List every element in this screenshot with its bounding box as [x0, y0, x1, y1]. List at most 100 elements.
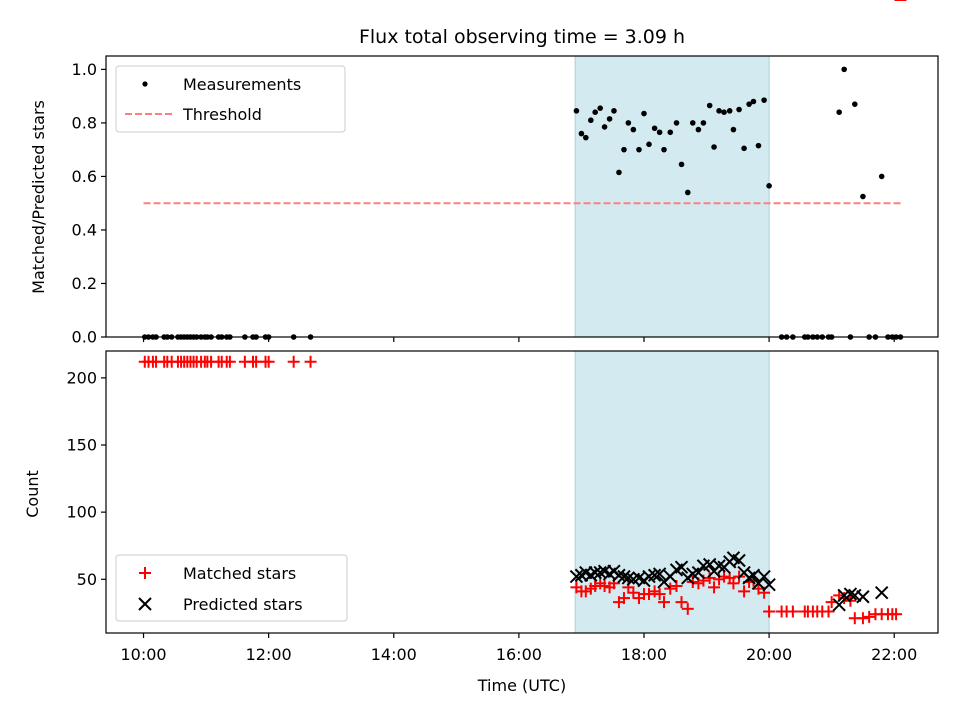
measurement-point	[606, 116, 613, 122]
matched-star-point	[262, 355, 275, 368]
measurement-point	[761, 97, 767, 103]
predicted-star-point	[856, 590, 870, 604]
y-tick-label: 150	[66, 436, 97, 455]
predicted-star-point	[652, 567, 667, 581]
measurement-point	[630, 126, 637, 133]
matched-star-point	[223, 355, 236, 368]
predicted-star-point	[569, 569, 584, 584]
y-tick-label: 0.6	[72, 167, 97, 186]
x-axis-label: Time (UTC)	[477, 676, 566, 695]
matched-star-point	[642, 588, 655, 601]
measurement-point	[755, 142, 762, 149]
predicted-star-point	[712, 559, 726, 573]
measurement-point	[601, 124, 608, 130]
matched-star-point	[822, 605, 835, 618]
legend-predicted-label: Predicted stars	[183, 595, 303, 614]
matched-star-point	[664, 582, 677, 595]
x-tick-label: 16:00	[496, 645, 542, 664]
matched-star-point	[675, 596, 688, 609]
matched-star-point	[287, 355, 300, 368]
bottom-y-ticks: 50 100 150 200	[66, 368, 106, 589]
matched-star-point	[786, 605, 799, 618]
predicted-star-point	[674, 560, 689, 574]
x-tick-label: 12:00	[246, 645, 292, 664]
bottom-axes-frame	[105, 350, 939, 634]
matched-star-point	[653, 588, 666, 601]
legend-threshold-label: Threshold	[182, 105, 262, 124]
matched-star-point	[627, 586, 640, 599]
measurement-point	[706, 102, 713, 109]
x-tick-label: 22:00	[871, 645, 917, 664]
measurement-point	[741, 145, 747, 152]
measurement-point	[616, 169, 622, 176]
matched-star-point	[681, 602, 694, 615]
matched-star-point	[727, 577, 740, 590]
measurement-point	[721, 109, 727, 115]
measurement-point	[651, 125, 658, 132]
measurement-point	[673, 120, 680, 126]
top-x-ticks	[142, 337, 895, 342]
predicted-star-point	[691, 565, 706, 580]
measurement-point	[711, 144, 717, 150]
matched-star-point	[703, 571, 716, 584]
legend-measurements-label: Measurements	[183, 75, 301, 94]
matched-stars-points	[138, 0, 907, 625]
bottom-legend-box	[115, 554, 348, 622]
top-highlight-span	[574, 55, 770, 338]
matched-star-point	[304, 355, 317, 368]
legend-matched-marker	[139, 567, 151, 579]
x-tick-label: 18:00	[621, 645, 667, 664]
matched-star-point	[738, 585, 751, 598]
legend-measurements-marker	[142, 81, 148, 87]
bottom-panel: 50 100 150 200 10:00 12:00 14:00 16:00 18:00 20:…	[23, 0, 939, 695]
measurement-point	[716, 108, 722, 114]
measurement-point	[766, 182, 772, 189]
predicted-star-point	[843, 587, 858, 601]
measurement-point	[588, 117, 594, 124]
y-tick-label: 50	[77, 570, 97, 589]
bottom-legend: Matched stars Predicted stars	[115, 554, 348, 622]
measurement-point	[578, 130, 585, 137]
measurement-point	[878, 173, 885, 180]
measurement-point	[661, 146, 667, 153]
bottom-x-ticks: 10:00 12:00 14:00 16:00 18:00 20:00 22:00	[120, 633, 917, 664]
measurement-point	[636, 146, 642, 153]
measurement-point	[746, 101, 752, 107]
measurement-point	[667, 129, 674, 136]
measurement-point	[726, 108, 733, 114]
y-tick-label: 0.8	[72, 113, 97, 132]
measurement-point	[860, 193, 866, 200]
measurement-point	[852, 101, 858, 107]
matched-star-point	[763, 605, 776, 618]
predicted-star-point	[874, 586, 889, 600]
measurement-point	[621, 146, 627, 153]
x-tick-label: 14:00	[371, 645, 417, 664]
measurement-point	[597, 105, 603, 111]
chart-title: Flux total observing time = 3.09 h	[359, 26, 685, 48]
top-legend: Measurements Threshold	[115, 65, 346, 133]
matched-star-point	[890, 608, 903, 621]
measurement-point	[583, 134, 589, 141]
predicted-star-point	[762, 577, 776, 592]
measurement-point	[646, 141, 652, 148]
top-y-ticks: 0.0 0.2 0.4 0.6 0.8 1.0	[72, 60, 106, 347]
measurement-point	[678, 161, 685, 168]
matched-star-point	[648, 585, 661, 598]
measurement-point	[736, 106, 742, 113]
y-tick-label: 0.0	[72, 328, 97, 347]
predicted-star-point	[621, 571, 636, 585]
top-axes-frame	[105, 55, 939, 338]
matched-star-point	[658, 596, 671, 609]
top-y-axis-label: Matched/Predicted stars	[29, 100, 48, 294]
x-tick-label: 10:00	[120, 645, 166, 664]
matched-star-point	[863, 610, 876, 623]
top-legend-box	[115, 65, 346, 133]
measurement-point	[700, 120, 707, 126]
predicted-star-point	[612, 568, 626, 582]
measurement-point	[625, 120, 632, 126]
predicted-star-point	[617, 569, 631, 584]
measurement-point	[573, 108, 580, 114]
predicted-stars-points	[569, 551, 889, 612]
predicted-star-point	[757, 569, 771, 584]
